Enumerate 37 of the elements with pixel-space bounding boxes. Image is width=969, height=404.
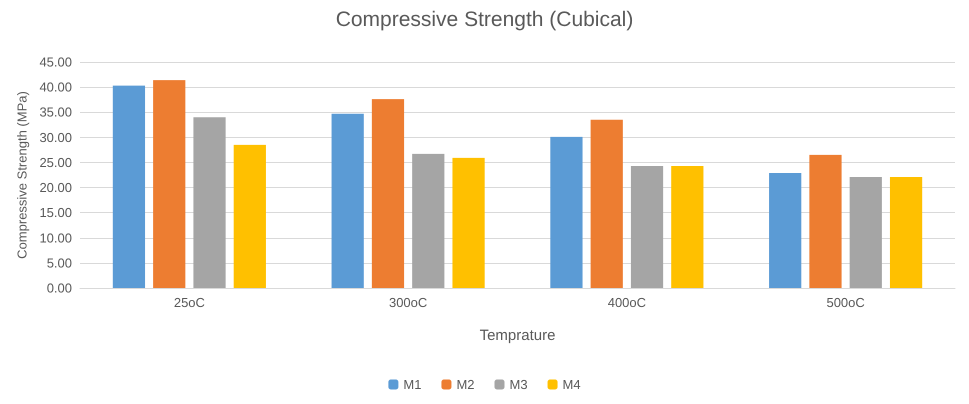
bar	[332, 114, 364, 288]
y-axis-title: Compressive Strength (MPa)	[14, 91, 30, 259]
bar	[412, 154, 444, 288]
legend-label: M1	[403, 377, 422, 392]
bar	[671, 166, 704, 288]
y-tick-label: 25.00	[39, 154, 72, 170]
y-tick-label: 0.00	[46, 280, 72, 296]
y-tick-label: 15.00	[39, 205, 72, 220]
y-tick-label: 30.00	[39, 130, 72, 145]
chart-title: Compressive Strength (Cubical)	[336, 8, 634, 31]
y-tick-label: 40.00	[39, 80, 72, 95]
bar	[193, 117, 226, 288]
x-tick-label: 400oC	[608, 295, 646, 310]
y-tick-label: 5.00	[46, 255, 72, 270]
bar	[234, 144, 266, 288]
x-tick-label: 25oC	[174, 295, 205, 310]
legend-label: M3	[510, 377, 528, 392]
y-tick-label: 45.00	[39, 54, 72, 70]
bar	[372, 99, 404, 288]
bar	[153, 80, 186, 288]
bar	[890, 177, 922, 288]
legend-label: M4	[562, 377, 581, 392]
bar	[452, 158, 485, 288]
legend-label: M2	[456, 377, 475, 392]
bar	[112, 86, 146, 288]
y-tick-label: 10.00	[39, 230, 72, 246]
bar	[850, 177, 882, 288]
y-tick-label: 20.00	[39, 180, 72, 196]
x-axis-title: Temprature	[480, 327, 556, 344]
y-tick-label: 35.00	[39, 104, 72, 120]
x-tick-label: 500oC	[826, 295, 865, 310]
bar	[550, 136, 583, 288]
bar	[769, 172, 802, 288]
bar	[590, 120, 623, 288]
x-tick-label: 300oC	[388, 295, 428, 310]
bar	[809, 154, 842, 288]
bar	[630, 166, 664, 288]
